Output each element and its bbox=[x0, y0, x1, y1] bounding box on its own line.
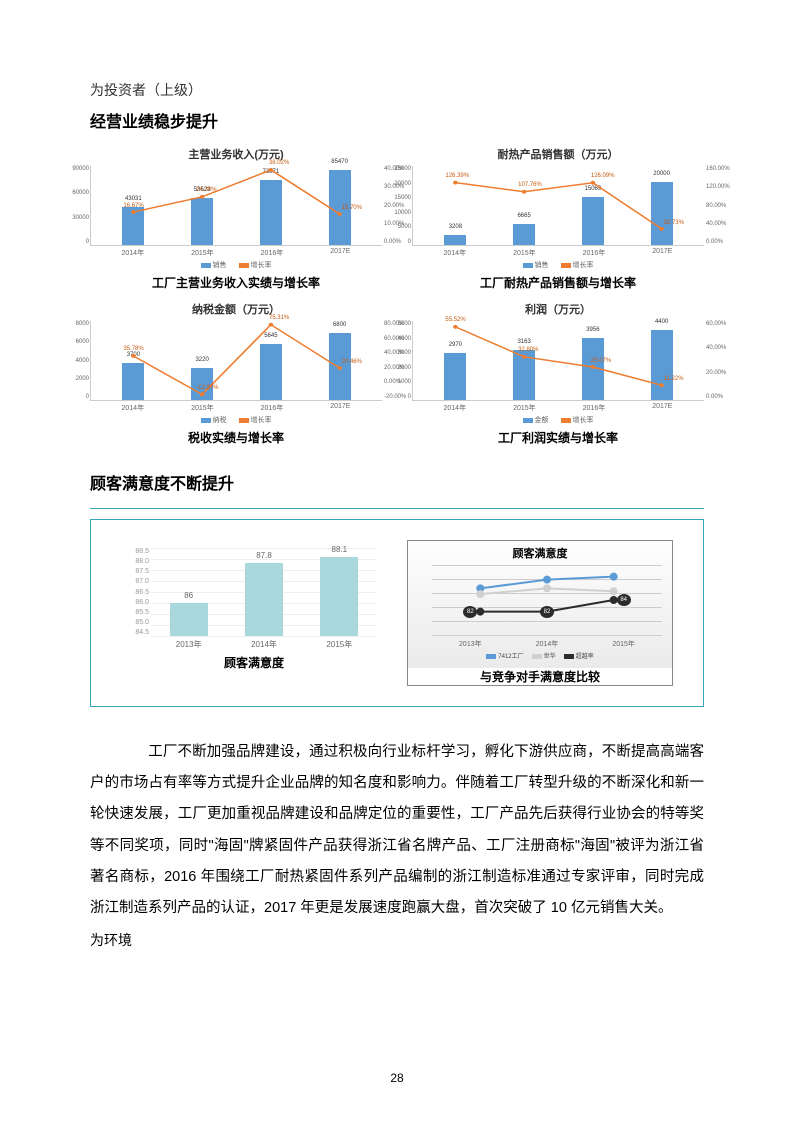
satisfaction-panel: 88.588.087.587.086.586.085.585.084.58687… bbox=[90, 519, 704, 707]
satisfaction-chart: 88.588.087.587.086.586.085.585.084.58687… bbox=[121, 540, 387, 686]
bar: 20000 bbox=[651, 182, 673, 245]
chart-caption: 工厂主营业务收入实绩与增长率 bbox=[90, 274, 382, 291]
body-paragraph: 工厂不断加强品牌建设，通过积极向行业标杆学习，孵化下游供应商，不断提高高端客户的… bbox=[90, 737, 704, 924]
chart-box: 8000600040002000080.00%60.00%40.00%20.00… bbox=[90, 321, 382, 401]
bar: 53523 bbox=[191, 198, 213, 245]
bar: 3700 bbox=[122, 363, 144, 400]
chart-caption: 工厂利润实绩与增长率 bbox=[412, 429, 704, 446]
footer-env: 为环境 bbox=[90, 930, 704, 950]
bar: 2970 bbox=[444, 353, 466, 400]
sat-bar: 86 bbox=[170, 603, 208, 636]
divider bbox=[90, 508, 704, 509]
bar: 15069 bbox=[582, 197, 604, 245]
bar: 3220 bbox=[191, 368, 213, 400]
section-performance: 经营业绩稳步提升 bbox=[90, 108, 704, 132]
comp-title: 顾客满意度 bbox=[408, 541, 672, 561]
section-satisfaction: 顾客满意度不断提升 bbox=[90, 470, 704, 494]
bar: 3163 bbox=[513, 350, 535, 400]
chart-panel: 耐热产品销售额（万元） 2500020000150001000050000160.… bbox=[412, 146, 704, 291]
comp-caption: 与竞争对手满意度比较 bbox=[408, 668, 672, 685]
bar: 73871 bbox=[260, 180, 282, 245]
chart-caption: 工厂耐热产品销售额与增长率 bbox=[412, 274, 704, 291]
chart-box: 50004000300020001000060.00%40.00%20.00%0… bbox=[412, 321, 704, 401]
chart-box: 900006000030000040.00%30.00%20.00%10.00%… bbox=[90, 166, 382, 246]
chart-title: 纳税金额（万元） bbox=[90, 301, 382, 317]
chart-title: 利润（万元） bbox=[412, 301, 704, 317]
sat-bar: 87.8 bbox=[245, 563, 283, 636]
chart-panel: 纳税金额（万元） 8000600040002000080.00%60.00%40.… bbox=[90, 301, 382, 446]
bar: 4400 bbox=[651, 330, 673, 400]
sat-bar: 88.1 bbox=[320, 557, 358, 636]
sat-caption: 顾客满意度 bbox=[121, 654, 387, 671]
bar: 6800 bbox=[329, 333, 351, 400]
chart-panel: 利润（万元） 50004000300020001000060.00%40.00%2… bbox=[412, 301, 704, 446]
page-number: 28 bbox=[0, 1071, 794, 1085]
chart-box: 2500020000150001000050000160.00%120.00%8… bbox=[412, 166, 704, 246]
comparison-chart: 顾客满意度 828284 2013年2014年2015年 7412工厂世华超越率… bbox=[407, 540, 673, 686]
bar: 5645 bbox=[260, 344, 282, 400]
bar: 3208 bbox=[444, 235, 466, 245]
chart-title: 耐热产品销售额（万元） bbox=[412, 146, 704, 162]
top-chart-grid: 主营业务收入(万元)900006000030000040.00%30.00%20… bbox=[90, 146, 704, 446]
bar: 3956 bbox=[582, 338, 604, 401]
chart-panel: 主营业务收入(万元)900006000030000040.00%30.00%20… bbox=[90, 146, 382, 291]
bar: 6665 bbox=[513, 224, 535, 245]
investor-header: 为投资者（上级） bbox=[90, 80, 704, 100]
bar: 43031 bbox=[122, 207, 144, 245]
chart-caption: 税收实绩与增长率 bbox=[90, 429, 382, 446]
